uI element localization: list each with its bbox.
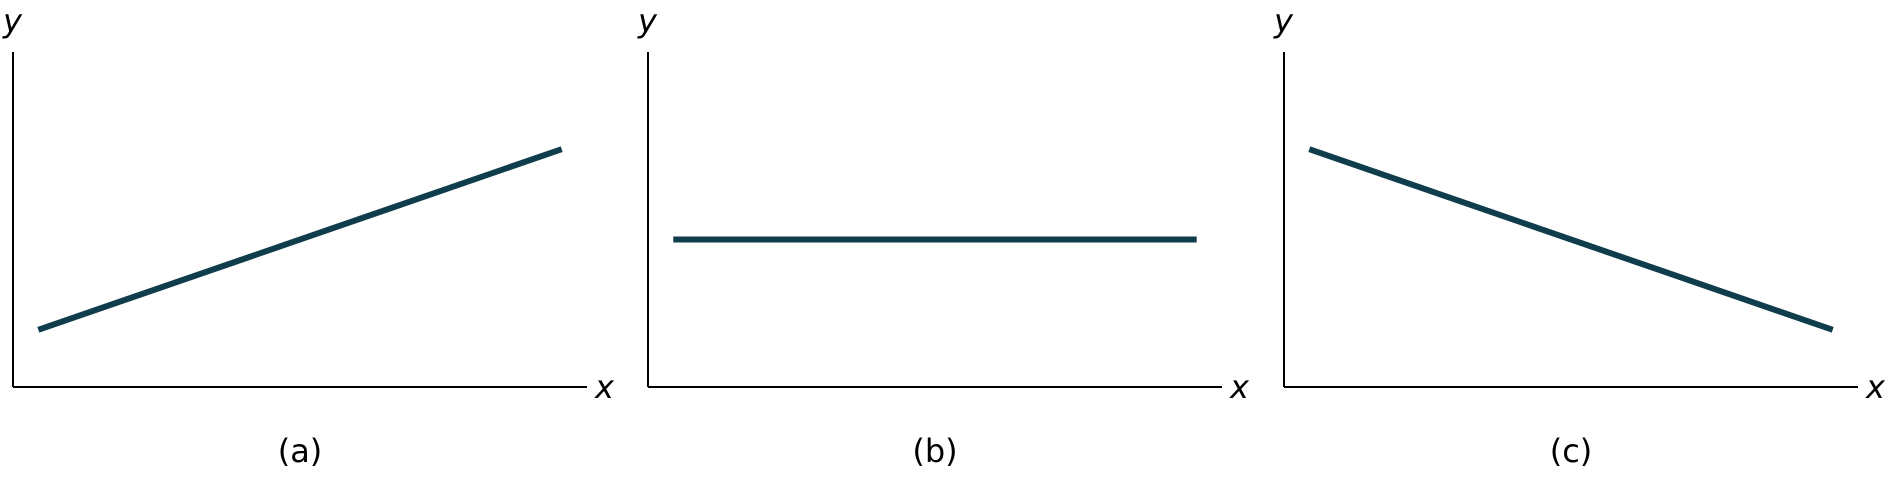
x-axis-label-a: x (594, 368, 615, 406)
y-axis-label-c: y (1273, 2, 1294, 40)
x-axis-label-b: x (1229, 368, 1250, 406)
chart-panel-b: y x (b) (637, 2, 1250, 470)
chart-panel-a: y x (a) (2, 2, 615, 470)
panel-caption-b: (b) (912, 432, 957, 470)
panel-caption-a: (a) (278, 432, 323, 470)
series-line-a (38, 149, 561, 330)
series-line-c (1309, 149, 1832, 330)
x-axis-label-c: x (1865, 368, 1885, 406)
y-axis-label-a: y (2, 2, 23, 40)
panel-caption-c: (c) (1550, 432, 1593, 470)
chart-panel-c: y x (c) (1273, 2, 1885, 470)
y-axis-label-b: y (637, 2, 658, 40)
